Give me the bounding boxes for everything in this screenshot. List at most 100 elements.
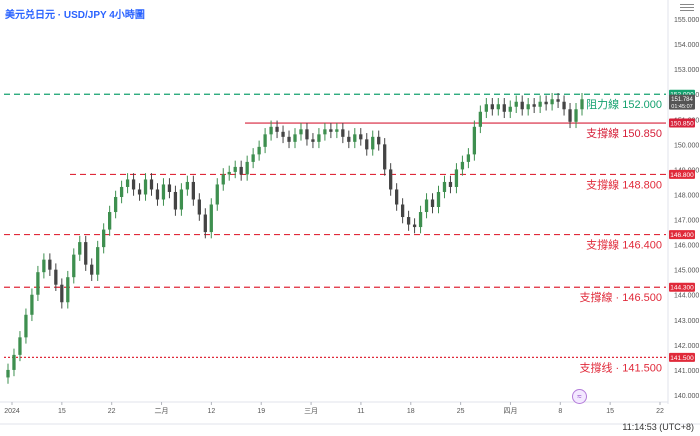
candle xyxy=(6,369,10,378)
tradingview-logo-icon[interactable]: ≈ xyxy=(572,389,587,404)
level-price-tag xyxy=(669,230,695,240)
price-tick-label: 147.000 xyxy=(674,218,699,225)
candle xyxy=(311,139,315,142)
candle xyxy=(167,184,172,192)
countdown-text: 01:45:07 xyxy=(671,104,692,110)
time-tick-label: 12 xyxy=(207,408,215,415)
candle xyxy=(574,109,578,122)
candle xyxy=(317,134,321,142)
candle xyxy=(406,217,411,225)
candle xyxy=(143,179,148,195)
candle xyxy=(359,134,363,140)
candle xyxy=(12,354,16,370)
candle xyxy=(281,131,285,137)
menu-icon[interactable] xyxy=(680,2,694,12)
price-tick-label: 144.000 xyxy=(674,293,699,300)
time-tick-label: 19 xyxy=(257,408,265,415)
level-price-tag xyxy=(669,282,695,292)
candle xyxy=(329,129,333,132)
candle xyxy=(580,99,584,110)
candle xyxy=(454,169,459,187)
time-tick-label: 2024 xyxy=(4,408,20,415)
level-label: 支撐线 · 141.500 xyxy=(579,360,662,374)
price-tick-label: 142.000 xyxy=(674,343,699,350)
candle xyxy=(430,199,435,208)
candle xyxy=(155,189,160,200)
candle xyxy=(66,277,70,303)
candle xyxy=(341,129,345,137)
candle xyxy=(257,146,261,155)
candle xyxy=(173,191,178,210)
candle xyxy=(161,184,166,200)
candle xyxy=(490,104,494,110)
candle xyxy=(227,171,231,175)
candle xyxy=(60,284,64,303)
candle xyxy=(496,104,500,110)
candle xyxy=(442,181,447,192)
candle xyxy=(562,101,566,110)
candle xyxy=(149,179,154,190)
candle xyxy=(209,204,213,233)
candle xyxy=(251,154,255,162)
candle xyxy=(233,166,237,172)
candle xyxy=(108,212,112,230)
candle xyxy=(389,169,393,190)
level-label: 支撐線 148.800 xyxy=(586,177,662,191)
candle xyxy=(131,179,136,190)
candle xyxy=(239,166,243,175)
price-tick-label: 140.000 xyxy=(674,393,699,400)
candle xyxy=(400,204,405,218)
candle xyxy=(418,212,423,228)
level-label: 支撐線 146.400 xyxy=(586,238,662,252)
candle xyxy=(113,196,118,213)
clock: 11:14:53 (UTC+8) xyxy=(622,422,694,432)
price-tick-label: 154.000 xyxy=(674,42,699,49)
candle xyxy=(84,242,88,265)
candle xyxy=(538,101,542,107)
candle xyxy=(137,189,142,195)
level-price-tag xyxy=(669,118,695,128)
candle xyxy=(245,161,249,175)
candle xyxy=(412,224,417,228)
candle xyxy=(191,181,195,200)
candle xyxy=(305,129,309,140)
candle xyxy=(365,139,369,150)
candle xyxy=(377,136,381,145)
candle xyxy=(287,136,291,142)
price-tick-label: 153.000 xyxy=(674,67,699,74)
candle xyxy=(54,269,58,285)
time-tick-label: 22 xyxy=(108,408,116,415)
current-price-text: 151.784 xyxy=(671,97,693,103)
price-tick-label: 143.000 xyxy=(674,318,699,325)
time-tick-label: 15 xyxy=(606,408,614,415)
price-tick-label: 148.000 xyxy=(674,192,699,199)
price-tick-label: 141.000 xyxy=(674,368,699,375)
candle xyxy=(436,191,441,208)
candle xyxy=(48,259,52,270)
candle xyxy=(30,294,34,315)
candle xyxy=(119,186,124,197)
candle xyxy=(215,184,219,205)
candle xyxy=(353,134,357,142)
level-label: 支撐線 · 146.500 xyxy=(579,290,662,304)
time-tick-label: 15 xyxy=(58,408,66,415)
price-tick-label: 150.000 xyxy=(674,142,699,149)
price-tick-label: 146.000 xyxy=(674,243,699,250)
candle xyxy=(78,242,82,255)
level-price-tag xyxy=(669,352,695,362)
candle xyxy=(323,129,327,135)
time-tick-label: 三月 xyxy=(304,407,318,415)
candle xyxy=(395,189,399,205)
candle xyxy=(532,104,536,107)
level-price-tag-text: 148.800 xyxy=(670,172,694,179)
candle xyxy=(36,272,40,295)
time-tick-label: 25 xyxy=(457,408,465,415)
candle xyxy=(556,99,560,102)
level-price-tag-text: 144.300 xyxy=(670,285,694,292)
candle xyxy=(42,259,46,273)
candle xyxy=(197,199,201,215)
candle xyxy=(263,134,267,147)
candle xyxy=(24,314,28,338)
